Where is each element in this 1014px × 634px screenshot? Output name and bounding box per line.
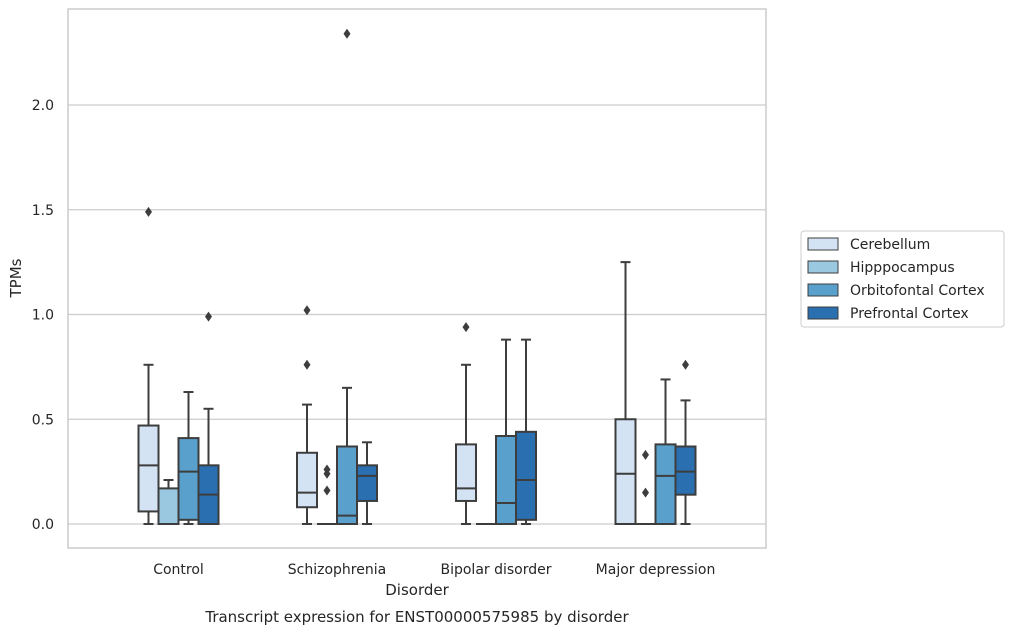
box-iqr xyxy=(157,487,180,526)
box-prefrontal-cortex xyxy=(356,441,378,525)
outlier-point xyxy=(323,464,331,475)
legend-swatch xyxy=(807,237,839,251)
legend-label: Cerebellum xyxy=(850,237,930,253)
legend-swatch xyxy=(807,260,839,274)
legend-label: Hipppocampus xyxy=(850,260,955,276)
outlier-point xyxy=(205,311,212,322)
box-iqr xyxy=(515,430,537,521)
box-cerebellum xyxy=(137,206,160,525)
outlier-point xyxy=(642,487,649,498)
y-tick-label: 0.0 xyxy=(32,517,54,533)
box-iqr xyxy=(177,437,200,521)
legend-frame xyxy=(800,230,1005,328)
box-orbitofontal-cortex xyxy=(177,391,200,525)
outlier-point xyxy=(145,206,152,217)
boxes xyxy=(137,28,697,526)
x-tick-labels: Control Schizophrenia Bipolar disorder Majo… xyxy=(153,562,715,578)
box-iqr xyxy=(455,443,477,502)
outlier-point xyxy=(462,322,470,333)
box-iqr xyxy=(296,451,318,509)
legend-swatch xyxy=(807,306,839,320)
box-hipppocampus xyxy=(635,449,656,525)
x-tick-label: Bipolar disorder xyxy=(440,562,551,578)
box-prefrontal-cortex xyxy=(197,311,220,525)
y-tick-label: 0.5 xyxy=(32,412,54,428)
box-hipppocampus xyxy=(317,464,337,525)
box-cerebellum xyxy=(614,261,637,525)
x-tick-label: Major depression xyxy=(596,562,716,578)
legend-label: Prefrontal Cortex xyxy=(850,306,969,322)
box-orbitofontal-cortex xyxy=(336,28,358,525)
legend-label: Orbitofontal Cortex xyxy=(850,283,985,299)
box-prefrontal-cortex xyxy=(674,359,697,525)
outlier-point xyxy=(323,485,331,496)
box-iqr xyxy=(674,445,697,496)
x-tick-label: Schizophrenia xyxy=(288,562,386,578)
legend: Cerebellum Hipppocampus Orbitofontal Corte… xyxy=(800,230,1005,328)
box-orbitofontal-cortex xyxy=(495,338,517,526)
outlier-point xyxy=(642,449,649,460)
outlier-point xyxy=(303,359,311,370)
y-tick-label: 2.0 xyxy=(32,98,54,114)
box-iqr xyxy=(614,418,637,525)
y-axis-label: TPMs xyxy=(7,258,25,298)
chart-caption: Transcript expression for ENST0000057598… xyxy=(204,608,629,626)
outlier-point xyxy=(343,28,351,39)
box-iqr xyxy=(495,435,517,526)
outlier-point xyxy=(303,305,311,316)
box-iqr xyxy=(336,445,358,525)
outlier-point xyxy=(682,359,689,370)
box-iqr xyxy=(654,443,677,526)
box-cerebellum xyxy=(296,305,318,525)
box-iqr xyxy=(137,424,160,513)
x-tick-label: Control xyxy=(153,562,204,578)
legend-swatch xyxy=(807,283,839,297)
box-prefrontal-cortex xyxy=(515,338,537,525)
box-cerebellum xyxy=(455,322,477,525)
y-tick-labels: 0.0 0.5 1.0 1.5 2.0 xyxy=(32,98,54,533)
x-axis-label: Disorder xyxy=(385,581,449,599)
box-iqr xyxy=(356,464,378,502)
y-tick-label: 1.5 xyxy=(32,203,54,219)
y-tick-label: 1.0 xyxy=(32,308,54,324)
